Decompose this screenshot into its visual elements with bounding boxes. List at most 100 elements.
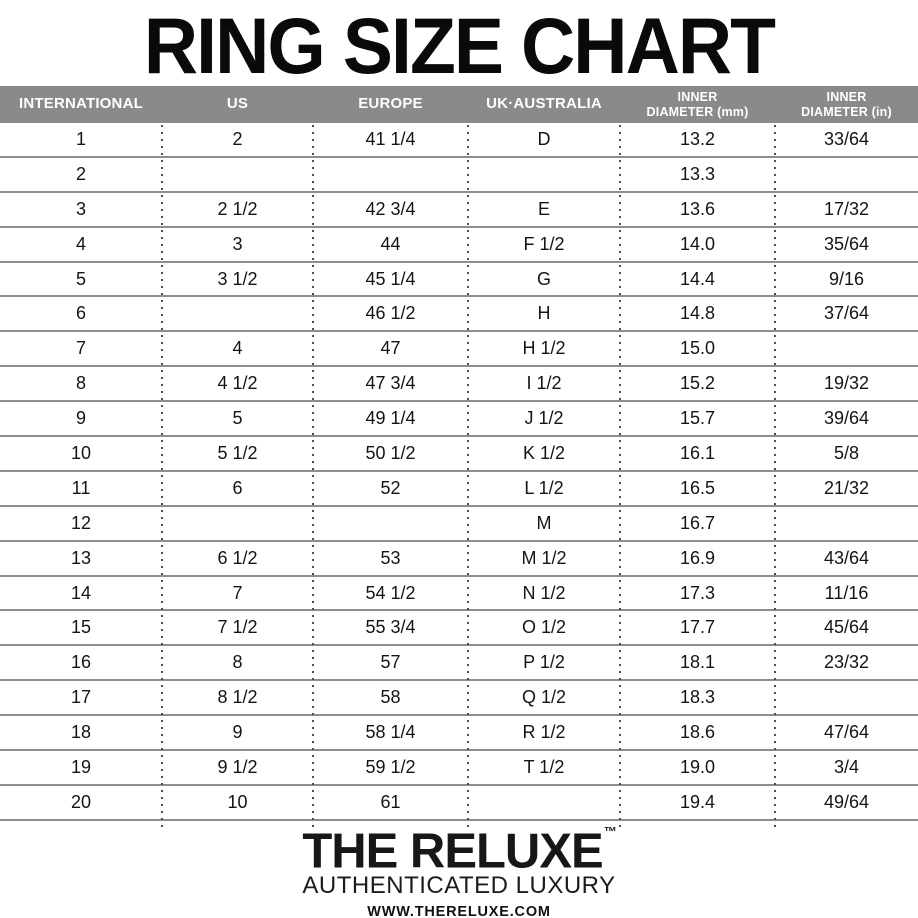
column-header: US — [226, 95, 249, 113]
table-cell: G — [536, 268, 551, 289]
table-cell: 45 1/4 — [365, 268, 416, 289]
table-cell: 3 1/2 — [217, 268, 258, 289]
table-cell: 45/64 — [823, 617, 870, 638]
footer: THE RELUXE™ AUTHENTICATED LUXURY WWW.THE… — [0, 821, 918, 918]
page-title: RING SIZE CHART — [143, 1, 776, 90]
table-cell: 4 — [232, 338, 243, 359]
table-row: 15 7 1/2 55 3/4 O 1/2 17.7 45/64 — [0, 611, 918, 647]
column-header: EUROPE — [358, 95, 423, 113]
table-cell: 44 — [380, 233, 401, 254]
table-cell: 9 1/2 — [217, 756, 258, 777]
table-row: 13 6 1/2 53 M 1/2 16.9 43/64 — [0, 542, 918, 577]
table-cell: 21/32 — [823, 477, 870, 498]
table-cell: 17.3 — [679, 582, 716, 603]
table-cell: 5 1/2 — [217, 442, 258, 463]
table-cell: 4 1/2 — [217, 373, 258, 394]
table-cell: 52 — [380, 477, 401, 498]
table-row: 20 10 61 19.4 49/64 — [0, 786, 918, 821]
table-cell: 50 1/2 — [365, 442, 416, 463]
brand-logo: THE RELUXE™ — [0, 823, 918, 876]
table-cell: 39/64 — [823, 408, 870, 429]
table-cell: 5/8 — [833, 442, 860, 463]
table-cell: 8 1/2 — [217, 687, 258, 708]
table-cell: 15.2 — [679, 373, 716, 394]
table-cell: K 1/2 — [522, 442, 566, 463]
table-cell: P 1/2 — [523, 652, 565, 673]
table-cell: 37/64 — [823, 303, 870, 324]
table-cell: 19.0 — [679, 756, 716, 777]
table-cell: 14.4 — [679, 268, 716, 289]
table-cell: 55 3/4 — [365, 617, 416, 638]
table-cell: 20 — [70, 791, 92, 812]
table-cell: 18 — [70, 722, 92, 743]
table-cell: 18.6 — [679, 722, 716, 743]
table-cell: I 1/2 — [526, 373, 562, 394]
table-cell: 17.7 — [679, 617, 716, 638]
table-cell: 16.1 — [679, 442, 716, 463]
table-cell: D — [537, 128, 551, 149]
table-cell: 8 — [232, 652, 243, 673]
column-header: INNER DIAMETER (in) — [801, 90, 892, 119]
table-cell: 49/64 — [823, 791, 870, 812]
table-cell: E — [537, 198, 550, 219]
table-cell: N 1/2 — [522, 582, 566, 603]
table-cell: 47/64 — [823, 722, 870, 743]
table-cell: 9 — [75, 408, 86, 429]
table-cell: 58 — [380, 687, 401, 708]
table-cell: 2 1/2 — [217, 198, 258, 219]
table-cell: 17 — [70, 687, 92, 708]
table-cell: 16.5 — [679, 477, 716, 498]
table-cell: 9/16 — [828, 268, 865, 289]
table-cell: J 1/2 — [524, 408, 564, 429]
table-row: 7 4 47 H 1/2 15.0 — [0, 332, 918, 368]
table-cell: F 1/2 — [523, 233, 565, 254]
table-cell: 33/64 — [823, 128, 870, 149]
table-cell: 11/16 — [824, 582, 869, 603]
table-row: 2 13.3 — [0, 158, 918, 193]
table-body: 1 2 41 1/4 D 13.2 33/64 2 13.3 3 2 1/2 42 3/4 E 13.6… — [0, 123, 918, 830]
table-cell: 2 — [232, 128, 243, 149]
table-cell: M — [536, 512, 552, 533]
table-cell: 1 — [75, 128, 86, 149]
table-cell: 17/32 — [823, 198, 870, 219]
table-cell: 8 — [75, 373, 86, 394]
table-cell: 13.3 — [679, 163, 716, 184]
table-cell: T 1/2 — [523, 756, 565, 777]
table-row: 11 6 52 L 1/2 16.5 21/32 — [0, 472, 918, 507]
table-cell: 7 — [232, 582, 243, 603]
table-cell: 42 3/4 — [365, 198, 416, 219]
table-cell: L 1/2 — [524, 477, 564, 498]
trademark-symbol: ™ — [603, 823, 617, 839]
table-row: 1 2 41 1/4 D 13.2 33/64 — [0, 123, 918, 158]
table-cell: 6 1/2 — [217, 547, 258, 568]
table-row: 19 9 1/2 59 1/2 T 1/2 19.0 3/4 — [0, 751, 918, 786]
table-row: 18 9 58 1/4 R 1/2 18.6 47/64 — [0, 716, 918, 752]
column-header: UK·AUSTRALIA — [486, 95, 602, 113]
table-cell: 13.2 — [679, 128, 716, 149]
table-cell: 14 — [70, 582, 92, 603]
table-cell: M 1/2 — [521, 547, 567, 568]
column-header: INTERNATIONAL — [19, 95, 143, 113]
ring-size-table: INTERNATIONAL US EUROPE UK·AUSTRALIA INNER DI… — [0, 86, 918, 830]
table-cell: 13.6 — [679, 198, 716, 219]
table-cell: 58 1/4 — [365, 722, 416, 743]
table-cell: 5 — [232, 408, 243, 429]
brand-name: THE RELUXE — [302, 824, 603, 879]
table-cell: 15.0 — [679, 338, 716, 359]
table-cell: 35/64 — [823, 233, 870, 254]
table-cell: 43/64 — [823, 547, 870, 568]
table-cell: 57 — [380, 652, 401, 673]
table-cell: 3 — [75, 198, 86, 219]
table-cell: 9 — [232, 722, 243, 743]
table-cell: 19.4 — [679, 791, 716, 812]
table-cell: H — [537, 303, 551, 324]
table-cell: 18.1 — [679, 652, 716, 673]
table-row: 16 8 57 P 1/2 18.1 23/32 — [0, 646, 918, 682]
table-row: 5 3 1/2 45 1/4 G 14.4 9/16 — [0, 263, 918, 298]
table-row: 14 7 54 1/2 N 1/2 17.3 11/16 — [0, 577, 918, 612]
table-cell: 13 — [70, 547, 92, 568]
table-row: 6 46 1/2 H 14.8 37/64 — [0, 297, 918, 333]
table-cell: Q 1/2 — [521, 687, 567, 708]
table-cell: 15 — [70, 617, 92, 638]
